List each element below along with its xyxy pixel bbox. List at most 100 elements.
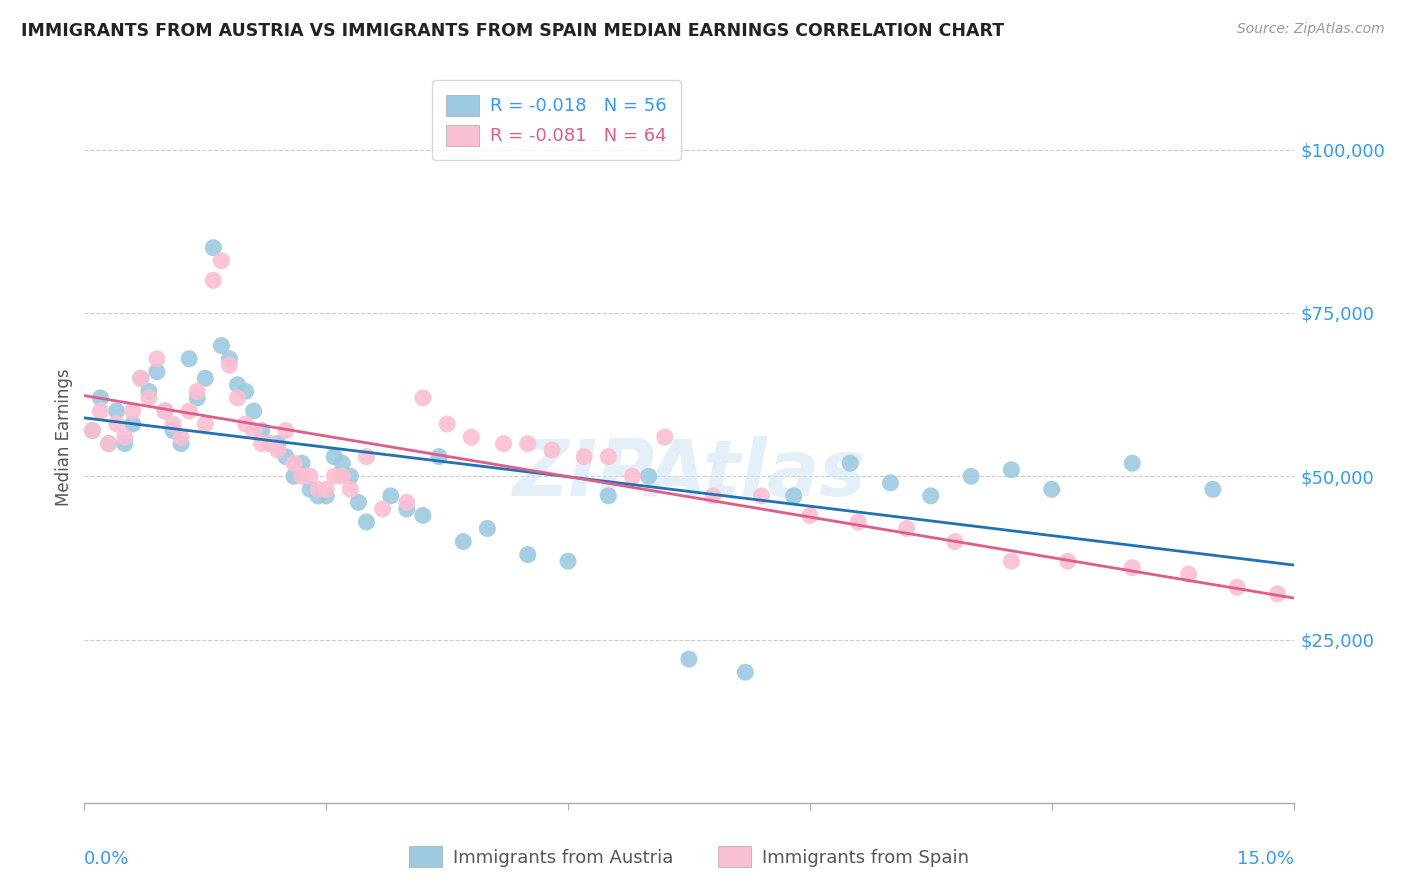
Point	[412, 391, 434, 405]
Point	[1121, 560, 1143, 574]
Point	[637, 469, 659, 483]
Point	[1306, 607, 1329, 621]
Legend: Immigrants from Austria, Immigrants from Spain: Immigrants from Austria, Immigrants from…	[402, 839, 976, 874]
Point	[146, 365, 169, 379]
Point	[89, 391, 111, 405]
Point	[250, 436, 273, 450]
Point	[436, 417, 458, 431]
Point	[356, 450, 378, 464]
Point	[209, 253, 232, 268]
Point	[734, 665, 756, 680]
Point	[1267, 587, 1289, 601]
Point	[194, 371, 217, 385]
Point	[170, 436, 193, 450]
Point	[129, 371, 152, 385]
Point	[218, 351, 240, 366]
Text: ZIPAtlas: ZIPAtlas	[512, 435, 866, 512]
Point	[598, 450, 620, 464]
Point	[274, 424, 297, 438]
Text: 15.0%: 15.0%	[1236, 850, 1294, 868]
Point	[194, 417, 217, 431]
Point	[799, 508, 821, 523]
Point	[477, 521, 499, 535]
Point	[839, 456, 862, 470]
Point	[235, 384, 257, 399]
Point	[97, 436, 120, 450]
Point	[896, 521, 918, 535]
Point	[460, 430, 482, 444]
Point	[218, 358, 240, 372]
Point	[339, 469, 361, 483]
Point	[315, 489, 337, 503]
Point	[121, 404, 143, 418]
Point	[226, 377, 249, 392]
Point	[347, 495, 370, 509]
Point	[121, 417, 143, 431]
Point	[330, 469, 353, 483]
Point	[395, 495, 418, 509]
Point	[678, 652, 700, 666]
Point	[380, 489, 402, 503]
Point	[299, 469, 322, 483]
Point	[114, 436, 136, 450]
Point	[299, 483, 322, 497]
Point	[259, 436, 281, 450]
Point	[572, 450, 595, 464]
Point	[1362, 619, 1385, 633]
Point	[1202, 483, 1225, 497]
Point	[146, 351, 169, 366]
Point	[598, 489, 620, 503]
Point	[267, 436, 290, 450]
Point	[138, 391, 160, 405]
Point	[492, 436, 515, 450]
Point	[259, 436, 281, 450]
Point	[153, 404, 176, 418]
Point	[250, 424, 273, 438]
Point	[654, 430, 676, 444]
Point	[89, 404, 111, 418]
Point	[541, 443, 564, 458]
Point	[170, 430, 193, 444]
Text: Source: ZipAtlas.com: Source: ZipAtlas.com	[1237, 22, 1385, 37]
Point	[274, 450, 297, 464]
Point	[105, 404, 128, 418]
Point	[226, 391, 249, 405]
Point	[516, 436, 538, 450]
Point	[879, 475, 901, 490]
Point	[427, 450, 450, 464]
Y-axis label: Median Earnings: Median Earnings	[55, 368, 73, 506]
Point	[162, 417, 184, 431]
Point	[283, 456, 305, 470]
Point	[153, 404, 176, 418]
Point	[1000, 554, 1022, 568]
Point	[105, 417, 128, 431]
Point	[235, 417, 257, 431]
Point	[242, 404, 264, 418]
Point	[330, 456, 353, 470]
Point	[267, 443, 290, 458]
Point	[395, 502, 418, 516]
Point	[943, 534, 966, 549]
Point	[179, 351, 201, 366]
Point	[323, 450, 346, 464]
Point	[783, 489, 806, 503]
Point	[339, 483, 361, 497]
Text: 0.0%: 0.0%	[84, 850, 129, 868]
Point	[82, 424, 104, 438]
Point	[621, 469, 644, 483]
Point	[1040, 483, 1063, 497]
Point	[702, 489, 724, 503]
Point	[315, 483, 337, 497]
Point	[371, 502, 394, 516]
Point	[291, 456, 314, 470]
Point	[751, 489, 773, 503]
Point	[307, 483, 329, 497]
Point	[846, 515, 869, 529]
Point	[1403, 619, 1406, 633]
Point	[186, 384, 208, 399]
Point	[1000, 463, 1022, 477]
Point	[186, 391, 208, 405]
Point	[307, 489, 329, 503]
Point	[291, 469, 314, 483]
Point	[1056, 554, 1078, 568]
